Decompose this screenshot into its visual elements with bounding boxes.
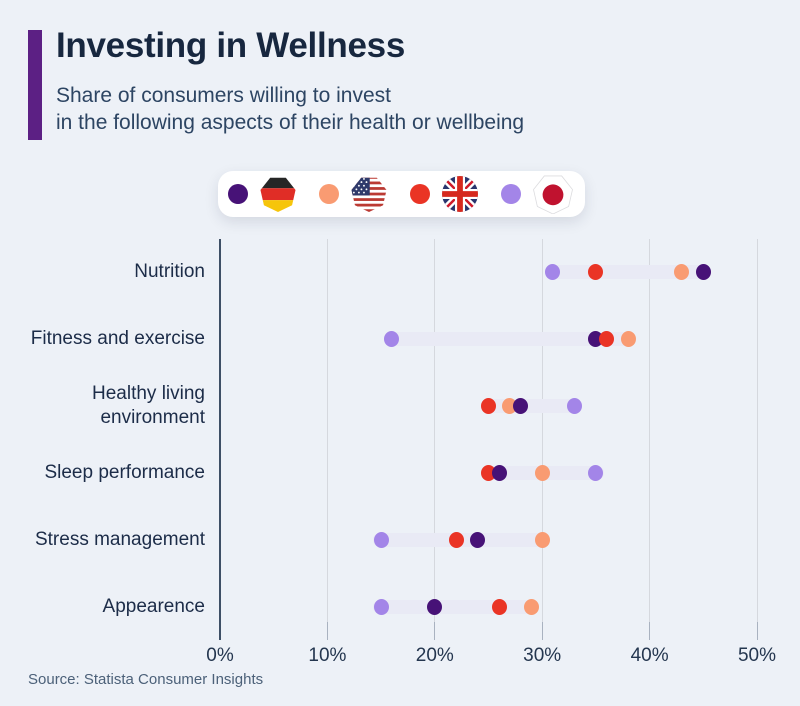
dot-japan-fitness-and-exercise (384, 331, 400, 348)
title-accent-bar (28, 30, 42, 140)
category-label-sleep-performance: Sleep performance (44, 461, 205, 483)
dot-united-kingdom-fitness-and-exercise (599, 331, 615, 348)
legend-dot-germany (228, 184, 248, 204)
gridline-40 (649, 239, 651, 640)
page-subtitle: Share of consumers willing to invest in … (56, 82, 524, 136)
dot-japan-healthy-living-environment (566, 398, 582, 415)
legend-item-germany (228, 176, 296, 212)
dot-united-kingdom-stress-management (448, 531, 464, 548)
dot-germany-sleep-performance (491, 464, 507, 481)
x-tick-label-0: 0% (206, 645, 234, 666)
category-label-fitness-and-exercise: Fitness and exercise (30, 328, 205, 350)
gridline-30 (541, 239, 543, 640)
dot-united-kingdom-healthy-living-environment (481, 398, 496, 415)
legend-dot-united-states (319, 184, 339, 204)
dot-germany-appearence (427, 598, 443, 615)
dot-united-states-appearence (523, 598, 539, 615)
dot-united-kingdom-nutrition (588, 264, 604, 281)
dot-germany-healthy-living-environment (513, 398, 529, 415)
x-tick-10 (326, 622, 328, 640)
dot-united-states-stress-management (534, 531, 550, 548)
category-label-stress-management: Stress management (34, 528, 205, 550)
dot-germany-stress-management (470, 531, 486, 548)
dot-germany-nutrition (695, 264, 711, 281)
dot-united-states-fitness-and-exercise (620, 331, 636, 348)
category-label-healthy-living-environment: Healthy living environment (92, 383, 205, 429)
x-tick-label-20: 20% (415, 645, 454, 666)
flag-usa-icon (351, 176, 387, 212)
category-label-nutrition: Nutrition (134, 261, 205, 283)
gridline-10 (326, 239, 328, 640)
subtitle-line-1: Share of consumers willing to invest (56, 84, 391, 107)
dot-japan-stress-management (373, 531, 389, 548)
dot-united-kingdom-appearence (491, 598, 507, 615)
gridline-50 (756, 239, 758, 640)
flag-japan-icon (533, 174, 573, 214)
dot-japan-appearence (373, 598, 389, 615)
flag-uk-icon (442, 176, 478, 212)
x-tick-label-10: 10% (308, 645, 347, 666)
gridline-0 (219, 239, 221, 640)
page-title: Investing in Wellness (56, 26, 405, 65)
source-note: Source: Statista Consumer Insights (28, 671, 264, 688)
x-tick-30 (541, 622, 543, 640)
range-band-nutrition (544, 265, 712, 280)
x-tick-40 (649, 622, 651, 640)
legend-dot-japan (501, 184, 521, 204)
x-tick-label-50: 50% (737, 645, 777, 666)
legend-item-japan (501, 174, 573, 214)
x-tick-50 (756, 622, 758, 640)
range-band-fitness-and-exercise (383, 332, 637, 347)
dot-japan-nutrition (545, 264, 561, 281)
x-tick-label-40: 40% (630, 645, 669, 666)
legend (218, 171, 585, 217)
dot-united-states-nutrition (674, 264, 690, 281)
category-label-appearence: Appearence (102, 595, 205, 617)
dot-japan-sleep-performance (588, 464, 604, 481)
range-band-appearence (373, 599, 540, 614)
subtitle-line-2: in the following aspects of their health… (56, 111, 525, 134)
flag-germany-icon (260, 176, 296, 212)
x-tick-label-30: 30% (523, 645, 562, 666)
legend-dot-united-kingdom (410, 184, 430, 204)
dot-united-states-sleep-performance (534, 464, 550, 481)
gridline-20 (434, 239, 436, 640)
legend-item-united-kingdom (410, 176, 478, 212)
x-tick-20 (434, 622, 436, 640)
legend-item-united-states (319, 176, 387, 212)
